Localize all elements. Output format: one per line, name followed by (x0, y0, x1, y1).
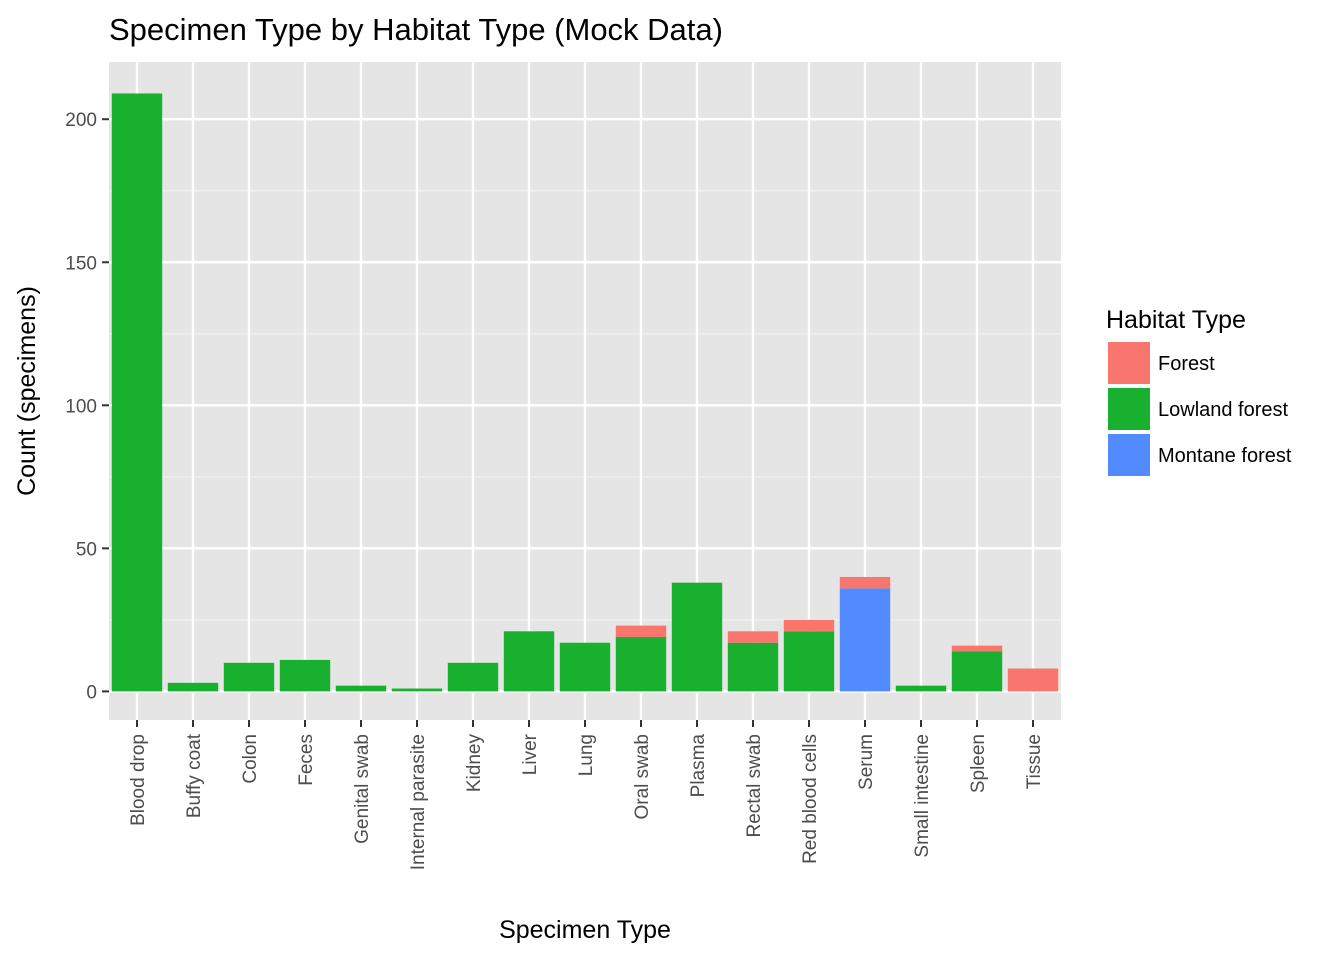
bar-lowland-forest (223, 662, 275, 692)
x-tick-label: Spleen (968, 734, 989, 793)
bar-forest (615, 625, 667, 638)
bar-forest (727, 631, 779, 643)
x-tick-label: Lung (576, 734, 597, 776)
bar-lowland-forest (167, 682, 219, 692)
x-tick-label: Blood drop (128, 734, 149, 826)
x-tick-label: Genital swab (352, 734, 373, 844)
bar-lowland-forest (671, 582, 723, 692)
bar-forest (783, 619, 835, 632)
x-tick-label: Serum (856, 734, 877, 790)
x-tick-label: Oral swab (632, 734, 653, 820)
x-axis-title: Specimen Type (499, 916, 671, 944)
x-tick-label: Kidney (464, 734, 485, 793)
x-tick-label: Red blood cells (800, 734, 821, 864)
bar-montane-forest (839, 588, 891, 692)
bar-lowland-forest (559, 642, 611, 692)
x-tick-label: Plasma (688, 734, 709, 798)
x-tick-label: Rectal swab (744, 734, 765, 838)
bar-lowland-forest (503, 631, 555, 692)
bar-lowland-forest (279, 659, 331, 692)
y-tick-label: 200 (65, 110, 97, 131)
legend-swatch-forest (1108, 342, 1150, 384)
legend-label-forest: Forest (1158, 353, 1215, 375)
bar-lowland-forest (335, 685, 387, 692)
x-tick-label: Colon (240, 734, 261, 784)
bar-lowland-forest (895, 685, 947, 692)
y-tick-label: 100 (65, 396, 97, 417)
y-tick-label: 50 (76, 539, 97, 560)
x-axis: Blood drop Buffy coat Colon Feces Genital sw… (128, 720, 1045, 870)
y-axis-title: Count (specimens) (13, 286, 41, 496)
x-tick-label: Internal parasite (408, 734, 429, 870)
x-tick-label: Tissue (1024, 734, 1045, 789)
legend-label-lowland-forest: Lowland forest (1158, 399, 1289, 421)
x-tick-label: Feces (296, 734, 317, 786)
y-tick-label: 0 (86, 682, 97, 703)
bar-lowland-forest (391, 688, 443, 692)
bars (111, 93, 1059, 692)
bar-forest (1007, 668, 1059, 692)
y-tick-label: 150 (65, 253, 97, 274)
chart-title: Specimen Type by Habitat Type (Mock Data… (109, 12, 723, 47)
bar-lowland-forest (727, 642, 779, 692)
legend-title: Habitat Type (1106, 306, 1246, 334)
legend-swatch-montane-forest (1108, 434, 1150, 476)
bar-forest (951, 645, 1003, 652)
x-tick-label: Small intestine (912, 734, 933, 858)
legend: Habitat Type Forest Lowland forest Montane… (1106, 306, 1292, 476)
x-tick-label: Buffy coat (184, 733, 205, 818)
bar-lowland-forest (111, 93, 163, 692)
bar-forest (839, 576, 891, 589)
bar-lowland-forest (615, 637, 667, 692)
legend-swatch-lowland-forest (1108, 388, 1150, 430)
bar-lowland-forest (447, 662, 499, 692)
bar-lowland-forest (951, 651, 1003, 692)
x-tick-label: Liver (520, 733, 541, 775)
bar-lowland-forest (783, 631, 835, 692)
y-axis: 0 50 100 150 200 (65, 110, 109, 703)
legend-label-montane-forest: Montane forest (1158, 445, 1292, 467)
